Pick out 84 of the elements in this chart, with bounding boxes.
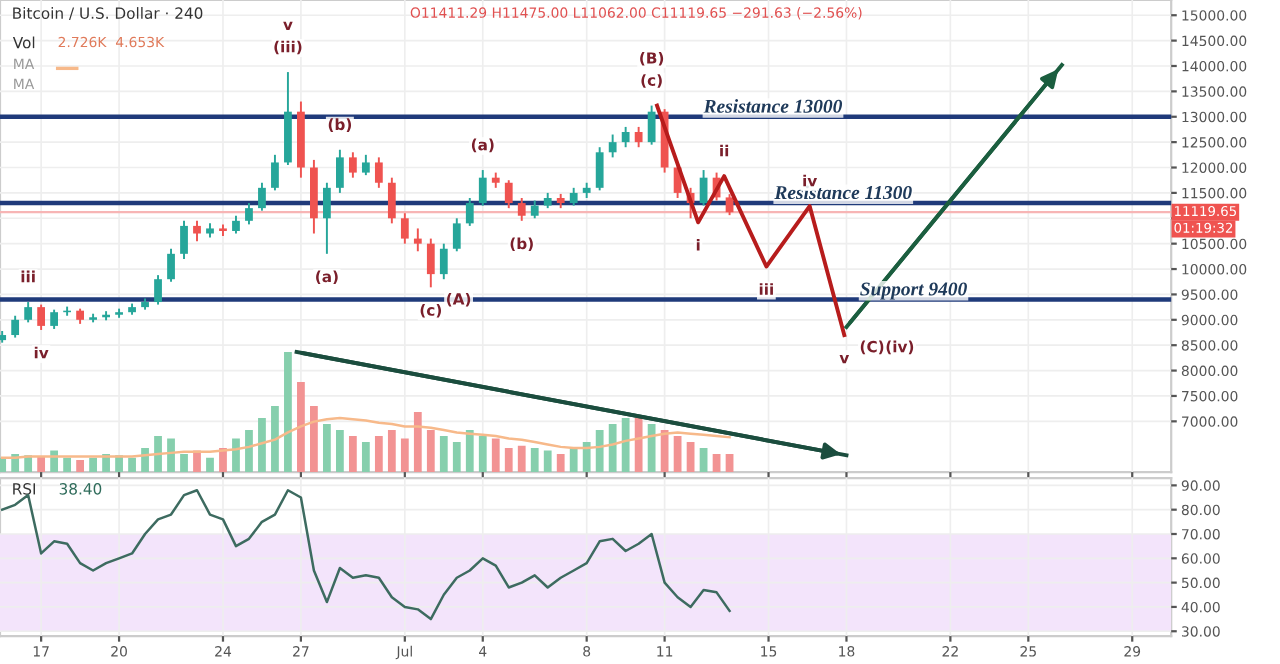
candlestick: [452, 217, 461, 253]
candlestick: [439, 242, 448, 281]
candlestick: [413, 227, 422, 253]
bar: [245, 430, 253, 473]
bar: [387, 430, 396, 473]
candlestick: [50, 308, 59, 330]
ref-line-label: Support 9400: [860, 282, 967, 300]
bar: [63, 457, 72, 473]
candlestick: [154, 274, 162, 306]
candlestick: [335, 148, 344, 194]
candlestick: [271, 153, 279, 192]
candlestick: [478, 169, 487, 207]
bar: [400, 438, 409, 473]
bar: [374, 436, 383, 473]
bar: [686, 442, 695, 473]
bar: [725, 454, 734, 473]
bar: [310, 406, 318, 473]
bar: [491, 438, 500, 473]
candlestick: [725, 193, 734, 217]
bar: [465, 430, 474, 473]
candlestick: [647, 104, 656, 146]
bar: [530, 448, 539, 473]
bar: [232, 438, 240, 473]
bar: [154, 436, 162, 473]
bar: [556, 454, 565, 473]
bar: [413, 412, 422, 473]
bar: [206, 457, 214, 473]
bar: [712, 454, 721, 473]
bar: [284, 351, 292, 473]
bar: [89, 457, 97, 473]
candlestick: [621, 125, 630, 149]
bar: [0, 457, 7, 473]
candlestick: [24, 301, 33, 324]
bar: [608, 424, 617, 473]
bar: [478, 436, 487, 473]
candlestick: [37, 303, 46, 331]
bar: [517, 445, 526, 473]
candlestick: [465, 197, 474, 227]
candlestick: [387, 176, 396, 225]
bar: [335, 430, 344, 473]
bar: [141, 448, 149, 473]
ref-line-label: Resistance 11300: [774, 185, 912, 200]
candlestick: [426, 237, 435, 289]
candlestick: [634, 125, 643, 149]
bar: [271, 406, 279, 473]
candlestick: [11, 314, 20, 339]
candlestick: [193, 219, 201, 243]
candlestick: [245, 202, 253, 226]
bar: [504, 448, 513, 473]
candlestick: [374, 156, 383, 189]
bar: [128, 457, 136, 473]
bar: [439, 436, 448, 473]
bar: [595, 430, 604, 473]
candlestick: [400, 212, 409, 245]
bar: [621, 418, 630, 473]
bar: [452, 442, 461, 473]
bar: [673, 436, 682, 473]
bar: [323, 424, 331, 473]
candlestick: [180, 219, 188, 260]
bar: [167, 438, 175, 473]
bar: [258, 418, 266, 473]
candlestick: [608, 133, 617, 159]
bar: [180, 454, 188, 473]
candlestick: [517, 197, 526, 222]
bar: [76, 460, 84, 473]
bar: [660, 430, 669, 473]
candlestick: [167, 247, 175, 283]
candlestick: [323, 181, 331, 255]
candlestick: [361, 153, 370, 177]
bar: [699, 448, 708, 473]
candlestick: [595, 146, 604, 192]
bar: [582, 442, 591, 473]
bar: [647, 424, 656, 473]
candlestick: [258, 181, 266, 212]
bar: [361, 442, 370, 473]
bar: [426, 430, 435, 473]
candlestick: [504, 179, 513, 210]
bar: [297, 381, 305, 473]
candlestick: [348, 151, 357, 179]
bar: [569, 448, 578, 473]
ref-line-label: Resistance 13000: [703, 99, 843, 113]
bar: [348, 436, 357, 473]
bar: [634, 418, 643, 473]
bar: [543, 450, 552, 473]
